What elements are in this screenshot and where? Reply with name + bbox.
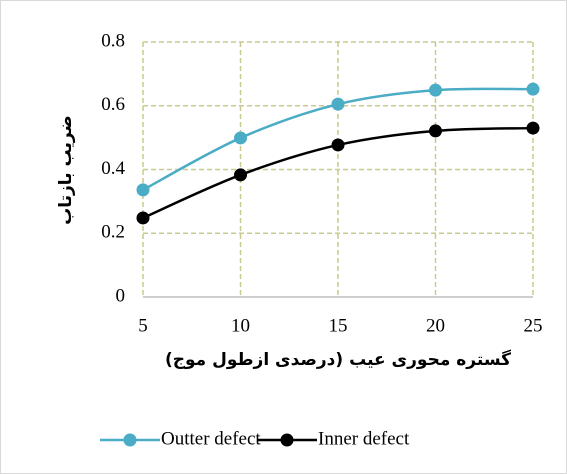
series-marker — [136, 211, 150, 225]
series-marker — [526, 82, 540, 96]
legend-label: Inner defect — [318, 428, 410, 449]
legend-marker — [280, 433, 294, 447]
series-marker — [234, 131, 247, 145]
y-axis-label: ضریب بازتاب — [56, 115, 76, 225]
y-tick-label: 0.4 — [101, 158, 125, 179]
y-tick-label: 0.8 — [101, 30, 125, 51]
x-tick-label: 25 — [524, 315, 543, 336]
y-tick-label: 0.6 — [101, 94, 125, 115]
x-tick-label: 15 — [329, 315, 348, 336]
series-marker — [526, 121, 540, 135]
x-tick-label: 10 — [231, 315, 250, 336]
x-tick-label: 5 — [138, 315, 148, 336]
x-tick-label: 20 — [426, 315, 445, 336]
series-marker — [234, 168, 247, 182]
series-marker — [331, 138, 345, 152]
y-tick-label: 0.2 — [101, 222, 125, 243]
legend-label: Outter defect — [161, 428, 261, 449]
legend-marker — [123, 433, 137, 447]
series-marker — [136, 183, 150, 197]
series-marker — [429, 124, 442, 138]
x-axis-label: گستره محوری عیب (درصدی ازطول موج) — [165, 349, 511, 370]
y-tick-label: 0 — [116, 285, 126, 306]
series-marker — [331, 97, 345, 111]
series-marker — [429, 83, 442, 97]
